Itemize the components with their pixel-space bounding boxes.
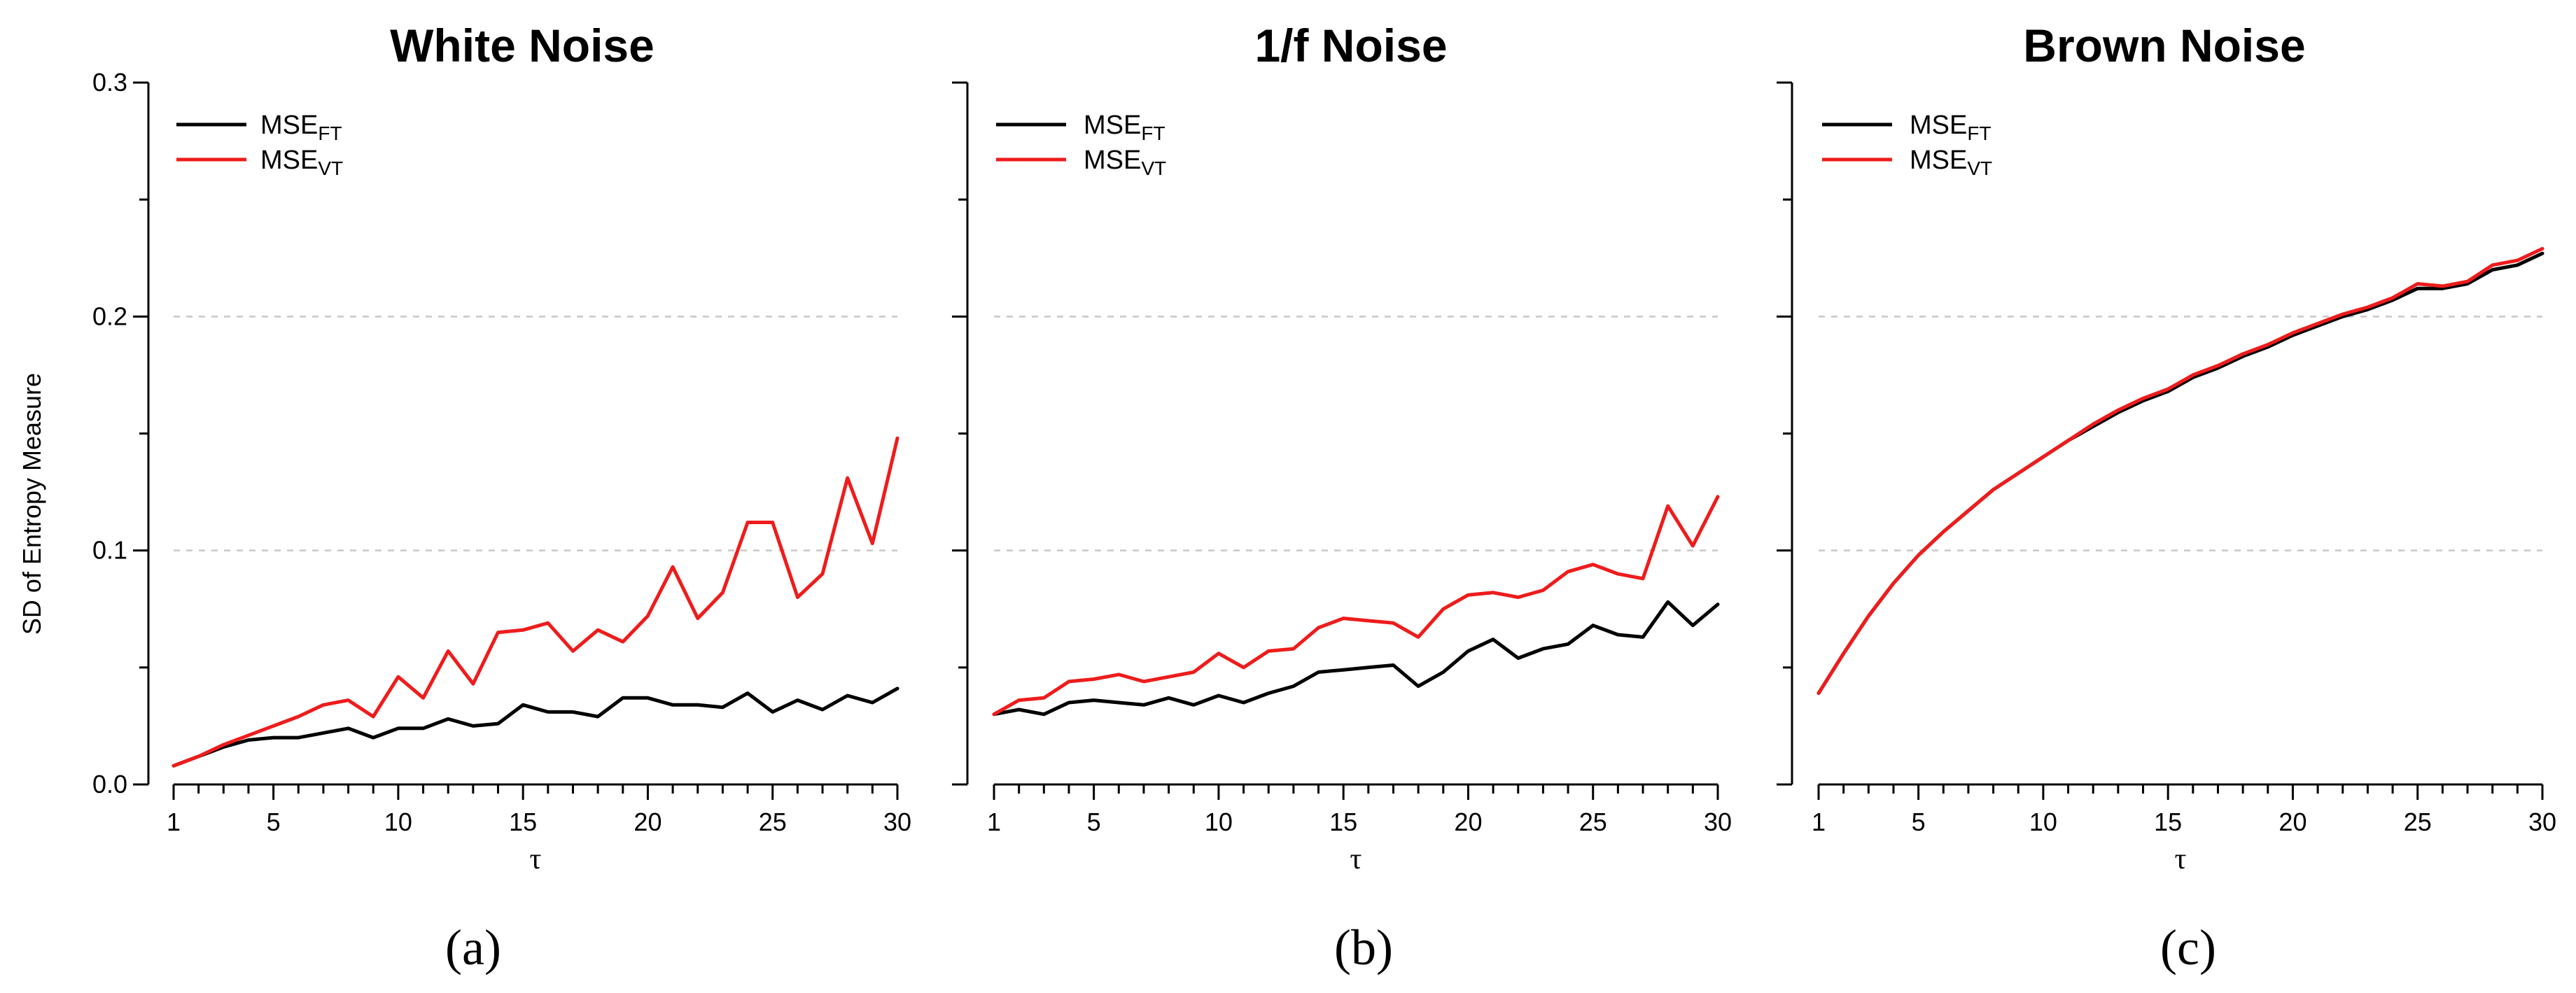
x-tick-label: 5 (267, 808, 281, 836)
panel-label: (b) (1334, 920, 1393, 976)
x-tick-label: 1 (167, 808, 181, 836)
legend-label-ft: MSEFT (1084, 111, 1166, 144)
series-line (172, 436, 899, 768)
panel-label: (c) (2160, 920, 2216, 976)
legend-label-ft: MSEFT (260, 111, 342, 144)
panel-pink-noise: 1/f Noise 1 5 10 15 20 25 30τ MSEFT MSEVT (b) (952, 20, 1732, 976)
series-ft (1816, 251, 2544, 696)
series-vt (992, 495, 1720, 717)
x-tick-label: 15 (509, 808, 537, 836)
x-tick-label: 30 (2528, 808, 2556, 836)
plot-area: 1 5 10 15 20 25 30τ (1777, 81, 2556, 875)
series-vt (1816, 246, 2544, 696)
panel-title: 1/f Noise (1254, 20, 1447, 71)
x-tick-label: 15 (2154, 808, 2182, 836)
legend: MSEFT MSEVT (176, 111, 343, 179)
x-axis-label: τ (2175, 843, 2187, 875)
y-tick-label: 0.3 (92, 68, 127, 97)
x-tick-label: 1 (987, 808, 1001, 836)
series-vt (172, 436, 899, 768)
series-line (1816, 251, 2544, 696)
x-tick-label: 20 (1454, 808, 1482, 836)
x-tick-label: 25 (759, 808, 787, 836)
x-axis-label: τ (1350, 843, 1362, 875)
legend-label-ft: MSEFT (1910, 111, 1991, 144)
x-tick-label: 10 (1205, 808, 1233, 836)
plot-area: 0.00.10.20.31 5 10 15 20 25 30τ (92, 68, 911, 875)
legend: MSEFT MSEVT (1822, 111, 1992, 179)
legend-label-vt: MSEVT (260, 146, 343, 179)
legend-label-vt: MSEVT (1084, 146, 1166, 179)
y-tick-label: 0.1 (92, 536, 127, 565)
panel-title: White Noise (390, 20, 654, 71)
x-tick-label: 15 (1329, 808, 1357, 836)
x-tick-label: 20 (634, 808, 662, 836)
x-tick-label: 10 (2029, 808, 2057, 836)
x-tick-label: 1 (1812, 808, 1826, 836)
y-tick-label: 0.2 (92, 302, 127, 330)
legend: MSEFT MSEVT (996, 111, 1166, 179)
legend-label-vt: MSEVT (1910, 146, 1992, 179)
x-axis-label: τ (530, 843, 542, 875)
plot-area: 1 5 10 15 20 25 30τ (952, 81, 1732, 875)
series-ft (172, 686, 899, 768)
x-tick-label: 20 (2278, 808, 2306, 836)
series-line (992, 495, 1720, 717)
x-tick-label: 5 (1912, 808, 1926, 836)
y-tick-label: 0.0 (92, 770, 127, 798)
series-line (1816, 246, 2544, 696)
x-tick-label: 30 (883, 808, 911, 836)
x-tick-label: 25 (2404, 808, 2432, 836)
series-ft (992, 600, 1720, 717)
panel-brown-noise: Brown Noise 1 5 10 15 20 25 30τ MSEFT MSEVT (c… (1777, 20, 2556, 976)
y-axis-label: SD of Entropy Measure (18, 373, 46, 635)
panel-title: Brown Noise (2023, 20, 2305, 71)
x-tick-label: 25 (1579, 808, 1607, 836)
x-tick-label: 5 (1087, 808, 1101, 836)
x-tick-label: 10 (384, 808, 412, 836)
panel-label: (a) (445, 920, 501, 976)
panel-white-noise: White Noise SD of Entropy Measure 0.0 0.1… (18, 20, 911, 976)
series-line (172, 686, 899, 768)
x-tick-label: 30 (1704, 808, 1732, 836)
series-line (992, 600, 1720, 717)
